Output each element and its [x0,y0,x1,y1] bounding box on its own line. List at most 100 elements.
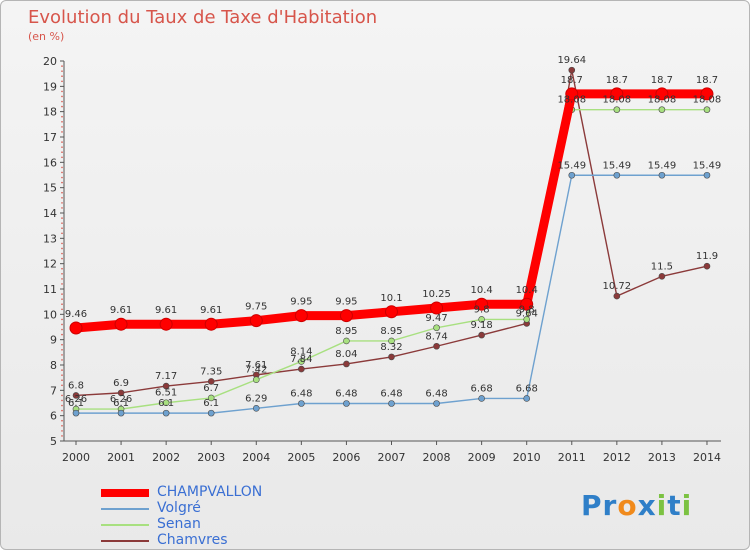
legend-swatch [101,489,149,497]
y-tick-label: 18 [43,106,57,119]
data-label: 8.95 [380,326,402,337]
y-minor-dot [61,394,63,397]
y-minor-dot [61,308,63,311]
data-label: 18.08 [648,95,677,106]
data-label: 6.1 [68,398,84,409]
data-label: 6.68 [470,383,492,394]
data-label: 8.04 [335,349,357,360]
y-minor-dot [61,328,63,331]
y-minor-dot [61,242,63,245]
data-label: 10.4 [470,285,492,296]
data-label: 9.61 [110,305,132,316]
data-point [478,395,485,402]
data-point [565,87,579,101]
data-point [294,309,308,323]
data-label: 10.25 [422,289,451,300]
y-minor-dot [61,273,63,275]
data-label: 18.08 [603,95,632,106]
y-minor-dot [61,384,63,387]
y-minor-dot [61,404,63,407]
y-minor-dot [61,90,63,93]
data-point [478,316,485,323]
data-label: 7.35 [200,366,222,377]
data-point [658,171,666,179]
data-label: 15.49 [557,160,586,171]
y-minor-dot [61,80,63,83]
logo-letter: i [681,489,693,522]
x-tick-label: 2003 [197,451,225,464]
data-label: 9.8 [474,304,490,315]
y-tick-label: 7 [50,384,57,397]
y-minor-dot [61,65,63,67]
data-point [207,394,215,402]
y-minor-dot [61,379,63,382]
x-tick-label: 2008 [423,451,451,464]
data-label: 15.49 [603,160,632,171]
legend-label: Senan [157,516,201,532]
legend-label: Volgré [157,500,201,516]
y-tick-label: 10 [43,308,57,321]
y-minor-dot [61,131,63,133]
legend-label: Chamvres [157,532,228,548]
data-label: 6.1 [158,398,174,409]
data-label: 9.95 [335,297,357,308]
y-minor-dot [61,191,63,194]
data-label: 10.72 [603,281,632,292]
legend-swatch [101,524,149,526]
x-tick-label: 2010 [513,451,541,464]
y-minor-dot [61,247,63,250]
data-label: 8.74 [425,331,447,342]
y-minor-dot [61,293,63,295]
y-minor-dot [61,267,63,270]
data-point [117,409,125,417]
chart-unit: (en %) [28,30,65,43]
x-tick-label: 2001 [107,451,135,464]
y-minor-dot [61,227,63,229]
y-minor-dot [61,222,63,224]
y-tick-label: 17 [43,131,57,144]
y-tick-label: 13 [43,232,57,245]
y-minor-dot [61,95,63,98]
data-point [388,353,395,361]
y-minor-dot [61,303,63,306]
data-label: 15.49 [648,160,677,171]
y-minor-dot [61,105,63,108]
legend-swatch [101,540,149,542]
data-point [162,409,170,417]
y-tick-label: 15 [43,182,57,195]
data-point [433,400,440,407]
data-point [204,317,218,331]
data-point [523,395,531,402]
data-label: 8.32 [380,342,402,353]
y-tick-label: 11 [43,283,57,296]
logo-letter: t [667,489,682,522]
y-minor-dot [61,343,63,346]
logo-letter: o [617,489,638,522]
y-minor-dot [61,323,63,326]
data-label: 9.47 [425,313,447,324]
data-label: 15.49 [693,160,722,171]
y-minor-dot [61,146,63,148]
y-minor-dot [61,141,63,143]
y-minor-dot [61,121,63,123]
data-label: 6.51 [155,388,177,399]
data-label: 7.61 [245,360,267,371]
x-tick-label: 2011 [558,451,586,464]
data-label: 6.48 [425,389,447,400]
data-label: 6.48 [335,389,357,400]
y-minor-dot [61,354,63,356]
data-label: 18.08 [693,95,722,106]
data-point [343,400,350,407]
y-minor-dot [61,252,63,255]
data-label: 18.08 [557,95,586,106]
y-tick-label: 5 [50,435,57,448]
data-point [162,399,170,407]
x-tick-label: 2006 [332,451,360,464]
y-minor-dot [61,318,63,321]
y-minor-dot [61,115,63,118]
data-label: 7.84 [290,354,312,365]
data-point [252,405,260,412]
data-label: 9.95 [290,297,312,308]
data-point [430,301,444,315]
